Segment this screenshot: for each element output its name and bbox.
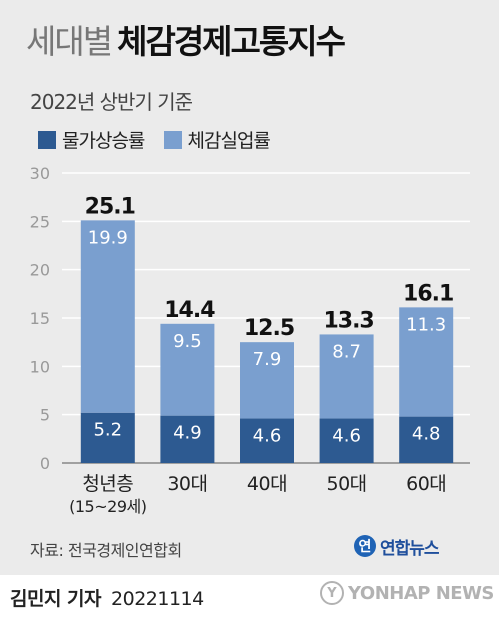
bar-unemployment-0 [80,220,135,413]
x-category-label-2: 40대 [247,473,287,495]
credit-line: 김민지 기자 20221114 [10,584,204,611]
legend-item-price: 물가상승률 [38,126,145,153]
x-category-label-4: 60대 [406,473,446,495]
x-category-label-1: 30대 [167,473,207,495]
total-label-1: 14.4 [164,298,215,323]
y-tick-label-15: 15 [30,309,50,328]
bar-price-0 [80,412,135,463]
title-bold: 체감경제고통지수 [117,22,346,61]
total-label-3: 13.3 [323,308,373,333]
bar-unemployment-4 [399,307,454,417]
chart-title: 세대별 체감경제고통지수 [26,22,346,62]
y-tick-label-30: 30 [30,164,50,183]
x-category-label-0-sub: (15~29세) [69,497,146,516]
y-tick-label-20: 20 [30,261,50,280]
bar-unemployment-1 [160,323,215,416]
x-category-label-3: 50대 [327,473,367,495]
bar-price-3 [319,418,374,463]
data-label-price-0: 5.2 [93,420,122,441]
bar-unemployment-2 [240,342,294,419]
watermark: Y YONHAP NEWS [320,580,494,606]
yonhap-logo-text: 연합뉴스 [380,538,440,559]
bar-price-2 [240,418,294,463]
publish-date: 20221114 [111,588,204,610]
data-label-price-3: 4.6 [332,426,361,447]
legend-label-unemployment: 체감실업률 [187,130,271,152]
x-category-label-0: 청년층 [82,473,133,495]
data-label-unemployment-4: 11.3 [406,314,446,335]
legend-label-price: 물가상승률 [62,130,145,152]
y-tick-label-5: 5 [40,406,50,425]
legend-swatch-price [38,130,56,149]
bar-price-1 [160,415,215,463]
data-label-price-4: 4.8 [412,424,441,445]
chart-subtitle: 2022년 상반기 기준 [30,90,193,114]
data-label-unemployment-3: 8.7 [332,341,361,362]
y-tick-label-25: 25 [30,212,50,231]
yonhap-logo-icon: 연 [354,535,376,557]
data-label-price-1: 4.9 [173,423,202,444]
total-label-0: 25.1 [85,194,135,219]
watermark-icon: Y [320,581,344,605]
source-note: 자료: 전국경제인연합회 [30,541,182,560]
legend-swatch-unemployment [163,130,182,149]
total-label-2: 12.5 [244,316,294,341]
watermark-text: YONHAP NEWS [348,582,494,604]
total-label-4: 16.1 [403,281,453,306]
legend-item-unemployment: 체감실업률 [163,126,271,153]
yonhap-logo: 연 연합뉴스 [354,531,440,561]
reporter-name: 김민지 기자 [10,588,102,610]
data-label-unemployment-0: 19.9 [88,227,128,248]
data-label-unemployment-2: 7.9 [253,349,282,370]
y-tick-label-10: 10 [30,357,50,376]
bar-price-4 [399,416,454,463]
y-tick-label-0: 0 [40,454,50,473]
bar-unemployment-3 [319,334,374,419]
data-label-price-2: 4.6 [253,426,282,447]
bar-chart: 0 5 10 15 20 25 30 5.2 19.9 25.1 청년층 (15~29세) 4.9 9.5… [30,164,470,516]
chart-panel: 세대별 체감경제고통지수 2022년 상반기 기준 물가상승률 체감실업률 0 5 1… [0,0,499,575]
legend: 물가상승률 체감실업률 [38,126,284,152]
title-light: 세대별 [26,22,113,61]
data-label-unemployment-1: 9.5 [173,331,202,352]
